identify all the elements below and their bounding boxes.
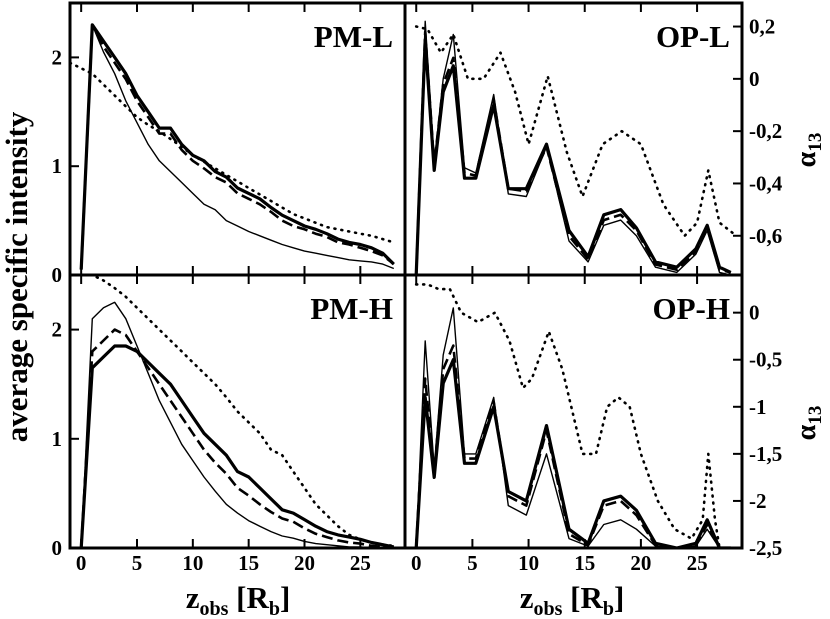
series-line-thick: [79, 344, 395, 548]
y-tick-label: -0,5: [749, 348, 782, 372]
panel-pm-h: 0 5 10 15 20 25 0 1 2 PM-H: [52, 273, 407, 575]
series-line-thin: [415, 307, 731, 548]
y-tick-label: -0,2: [749, 119, 782, 143]
series-line-dashed: [79, 23, 395, 270]
y-axis-label-right-top: α13: [791, 133, 826, 168]
series-group: [79, 275, 396, 548]
series-group: [70, 23, 396, 270]
y-tick-label: 0: [52, 536, 63, 560]
x-tick-label: 15: [238, 551, 259, 575]
y-tick-label: 2: [52, 318, 63, 342]
y-tick-label: -1,5: [749, 442, 782, 466]
panel-title-op-l: OP-L: [656, 19, 730, 54]
panel-title-pm-h: PM-H: [310, 291, 393, 326]
x-tick-label: 20: [294, 551, 315, 575]
series-line-thin: [80, 24, 395, 270]
y-tick-label: 2: [52, 45, 63, 69]
y-tick-label: 1: [52, 154, 63, 178]
y-tick-label: 0: [749, 301, 760, 325]
x-tick-label: 5: [132, 551, 143, 575]
x-tick-label: 5: [467, 551, 478, 575]
y-axis-label-left: average specific intensity: [0, 111, 34, 442]
y-tick-label: 0: [52, 263, 63, 287]
series-line-dotted: [414, 25, 738, 238]
y-tick-label: -2: [749, 489, 767, 513]
series-line-thin: [80, 301, 394, 548]
series-group: [414, 20, 738, 275]
series-line-thin: [415, 20, 731, 275]
y-tick-label: 0,2: [749, 15, 775, 39]
x-tick-label: 10: [182, 551, 203, 575]
x-axis-label-left: zobs [Rb]: [186, 580, 291, 619]
panel-pm-l: 0 1 2 PM-L: [52, 1, 407, 287]
y-tick-label: -0,4: [749, 171, 783, 195]
series-line-dotted: [85, 275, 396, 548]
y-tick-label: -2,5: [749, 536, 782, 560]
x-axis-label-right: zobs [Rb]: [520, 580, 625, 619]
panel-op-l: -0,6 -0,4 -0,2 0 0,2 OP-L: [403, 1, 783, 277]
x-tick-label: 10: [518, 551, 539, 575]
y-tick-label: 0: [749, 67, 760, 91]
series-line-dashed: [414, 30, 732, 275]
panel-title-pm-l: PM-L: [314, 19, 393, 54]
series-line-thick: [414, 38, 732, 275]
y-tick-label: -0,6: [749, 224, 782, 248]
y-axis-label-right-bottom: α13: [791, 406, 826, 441]
series-line-dashed: [79, 328, 394, 548]
y-tick-label: -1: [749, 395, 767, 419]
x-tick-label: 25: [350, 551, 371, 575]
series-line-dotted: [414, 283, 721, 548]
panel-op-h: 0 5 10 15 20 25 -2,5 -2 -1,5 -1 -0,5 0 OP-H: [403, 273, 782, 575]
x-tick-label: 15: [574, 551, 595, 575]
series-line-thick: [79, 23, 395, 270]
x-tick-label: 20: [630, 551, 651, 575]
series-line-dotted: [70, 61, 396, 244]
x-tick-label: 25: [687, 551, 708, 575]
x-tick-label: 0: [411, 551, 422, 575]
panel-title-op-h: OP-H: [653, 291, 731, 326]
y-tick-label: 1: [52, 427, 63, 451]
x-tick-label: 0: [76, 551, 87, 575]
panel-frame: [403, 273, 744, 550]
